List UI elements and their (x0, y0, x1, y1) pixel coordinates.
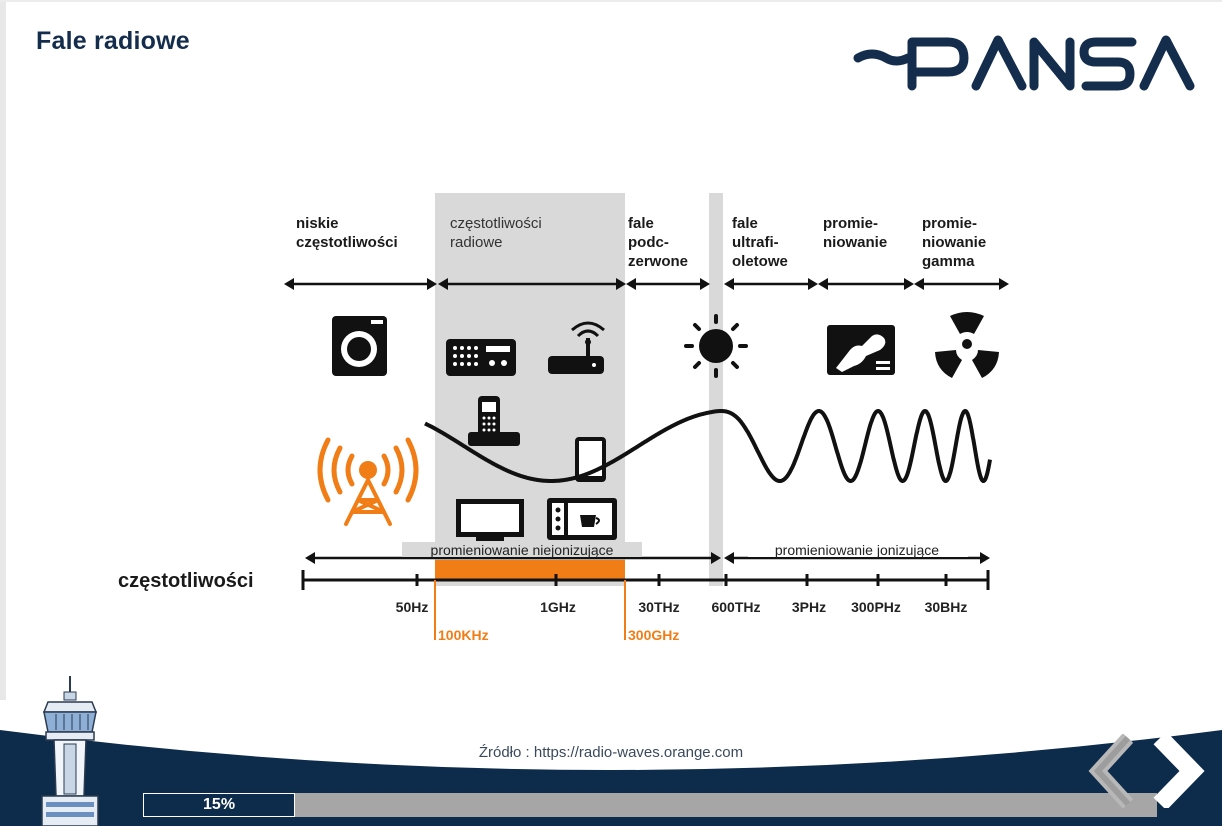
top-edge (0, 0, 1222, 2)
range-arrow-gamma (914, 278, 1009, 290)
axis-ticks (301, 570, 990, 590)
category-label-uv: fale ultrafi- oletowe (732, 215, 788, 270)
category-label-radio: częstotliwości radiowe (450, 215, 546, 251)
category-label-infrared: fale podc- zerwone (628, 215, 688, 270)
tick-label: 3PHz (792, 599, 826, 615)
ionizing-label: promieniowanie jonizujące (775, 542, 939, 558)
previous-slide-button[interactable] (1082, 734, 1146, 808)
ionizing-arrow (724, 552, 990, 564)
washing-machine-icon (332, 316, 387, 376)
category-label-xray: promie- niowanie (823, 215, 887, 251)
router-icon (548, 321, 605, 374)
microwave-icon (547, 498, 617, 540)
sun-icon (684, 314, 748, 378)
slide-title: Fale radiowe (36, 27, 190, 55)
axis-label: częstotliwości (118, 570, 254, 592)
control-tower-icon (41, 676, 99, 826)
visible-band (709, 193, 723, 586)
tick-label: 50Hz (396, 599, 429, 615)
progress-track (143, 793, 1157, 817)
range-arrow-xray (818, 278, 914, 290)
em-spectrum-diagram: niskie częstotliwości częstotliwości rad… (118, 193, 1009, 643)
xray-icon (827, 325, 895, 375)
left-edge (0, 0, 6, 826)
progress-fill (143, 793, 296, 817)
range-arrow-radio (438, 278, 626, 290)
tick-label: 1GHz (540, 599, 576, 615)
radiation-icon (935, 312, 999, 378)
pansa-logo (853, 35, 1195, 91)
highlight-label-high: 300GHz (628, 627, 679, 643)
next-slide-button[interactable] (1146, 734, 1212, 808)
tick-label: 600THz (711, 599, 760, 615)
radio-icon (446, 339, 516, 376)
tick-label: 30BHz (925, 599, 968, 615)
category-label-low: niskie częstotliwości (296, 215, 398, 251)
range-arrow-low (284, 278, 437, 290)
non-ionizing-arrow (305, 552, 721, 564)
non-ionizing-label: promieniowanie niejonizujące (431, 542, 614, 558)
cordless-phone-icon (468, 396, 520, 446)
frequency-wave (424, 408, 992, 483)
radio-highlight-bar (435, 560, 625, 580)
source-note: Źródło : https://radio-waves.orange.com (478, 744, 744, 761)
category-label-gamma: promie- niowanie gamma (922, 215, 990, 270)
range-arrow-uv (724, 278, 818, 290)
progress-label: 15% (203, 796, 236, 813)
tick-label: 30THz (638, 599, 679, 615)
highlight-label-low: 100KHz (438, 627, 489, 643)
tv-icon (456, 499, 524, 541)
highlight-lines (434, 580, 626, 640)
antenna-icon (317, 437, 419, 526)
footer-curve (0, 700, 1222, 770)
tick-label: 300PHz (851, 599, 901, 615)
range-arrow-infrared (626, 278, 710, 290)
